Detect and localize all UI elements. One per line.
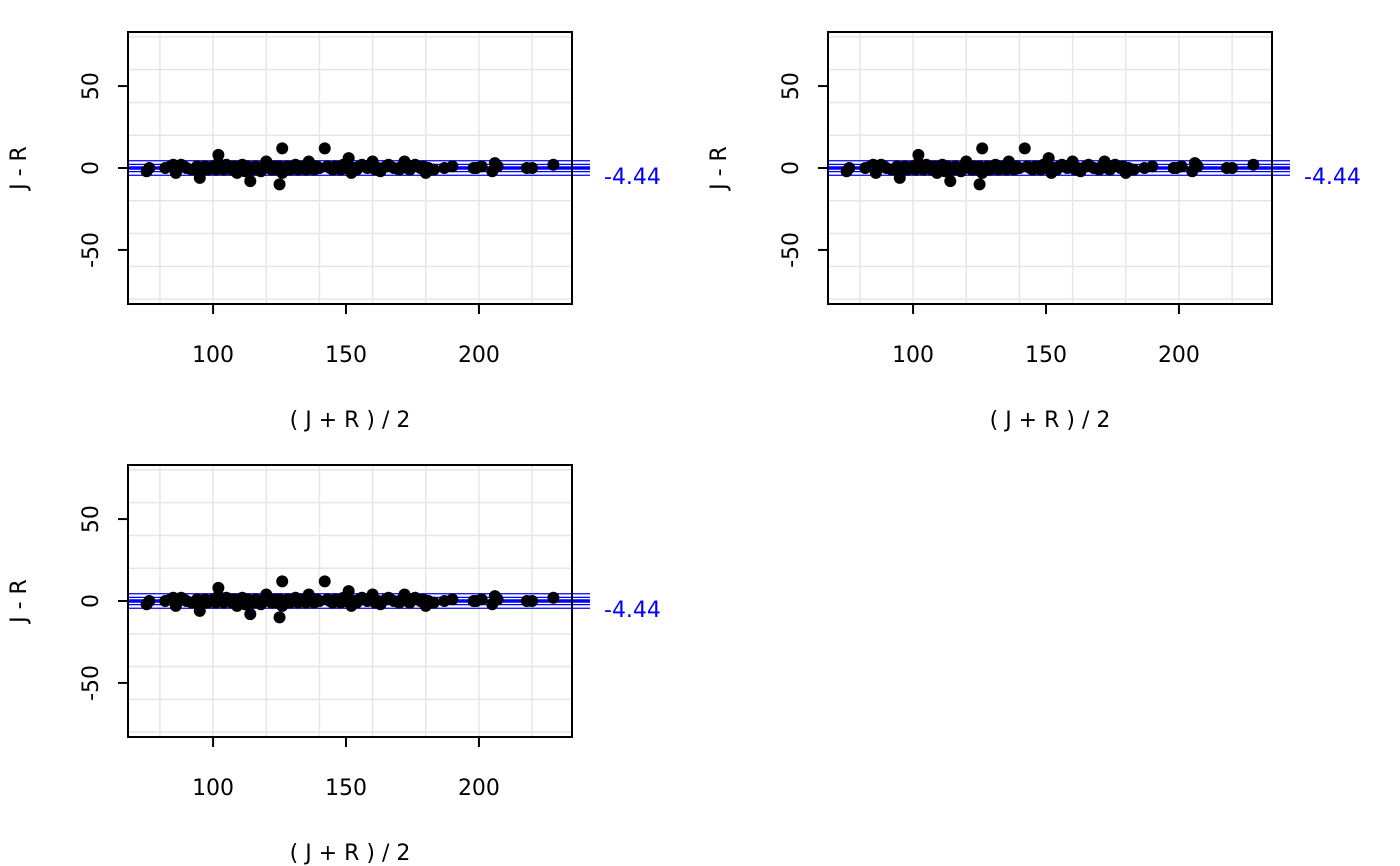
x-tick-label: 100 bbox=[192, 776, 234, 801]
data-points bbox=[840, 142, 1260, 191]
data-point bbox=[475, 593, 488, 606]
y-axis-title: J - R bbox=[7, 146, 32, 192]
data-point bbox=[1042, 152, 1055, 165]
data-point bbox=[244, 608, 257, 621]
data-point bbox=[1226, 162, 1239, 174]
panel-1: 100 150 200 ( J + R ) / 2 -50 0 50 J - R -4.44 bbox=[7, 31, 661, 433]
data-point bbox=[1146, 160, 1159, 173]
data-point bbox=[427, 596, 440, 609]
data-point bbox=[1127, 163, 1140, 176]
data-point bbox=[491, 160, 504, 173]
data-point bbox=[318, 575, 331, 588]
data-point bbox=[244, 175, 257, 188]
y-axis-title: J - R bbox=[7, 579, 32, 625]
x-tick-label: 100 bbox=[892, 343, 934, 368]
x-axis-title: ( J + R ) / 2 bbox=[290, 408, 411, 433]
data-point bbox=[547, 591, 560, 604]
data-point bbox=[273, 178, 286, 191]
x-tick-label: 150 bbox=[1025, 343, 1067, 368]
data-point bbox=[526, 162, 539, 174]
data-point bbox=[843, 162, 856, 174]
limit-annotation: -4.44 bbox=[604, 165, 661, 190]
y-tick-label: 0 bbox=[79, 594, 104, 608]
x-tick-label: 200 bbox=[1158, 343, 1200, 368]
data-point bbox=[1191, 160, 1204, 173]
y-tick-label: 50 bbox=[79, 72, 104, 100]
data-point bbox=[318, 142, 331, 155]
panel-2: 100 150 200 ( J + R ) / 2 -50 0 50 J - R -4.44 bbox=[707, 31, 1361, 433]
x-axis: 100 150 200 ( J + R ) / 2 bbox=[192, 304, 500, 433]
data-point bbox=[446, 160, 459, 173]
y-axis: -50 0 50 J - R bbox=[7, 505, 128, 701]
data-point bbox=[446, 593, 459, 606]
data-point bbox=[1247, 158, 1260, 171]
limit-annotation: -4.44 bbox=[604, 598, 661, 623]
data-point bbox=[1175, 160, 1188, 173]
y-tick-label: 50 bbox=[79, 505, 104, 533]
y-tick-label: -50 bbox=[79, 232, 104, 268]
y-axis-title: J - R bbox=[707, 146, 732, 192]
y-tick-label: 0 bbox=[779, 161, 804, 175]
x-axis: 100 150 200 ( J + R ) / 2 bbox=[892, 304, 1200, 433]
x-tick-label: 200 bbox=[458, 776, 500, 801]
data-point bbox=[276, 575, 289, 588]
y-axis: -50 0 50 J - R bbox=[7, 72, 128, 268]
data-point bbox=[491, 593, 504, 606]
y-tick-label: 0 bbox=[79, 161, 104, 175]
y-tick-label: -50 bbox=[79, 665, 104, 701]
panel-3: 100 150 200 ( J + R ) / 2 -50 0 50 J - R -4.44 bbox=[7, 464, 661, 866]
x-tick-label: 150 bbox=[325, 776, 367, 801]
data-point bbox=[526, 595, 539, 607]
data-point bbox=[976, 142, 989, 155]
data-point bbox=[273, 611, 286, 624]
data-points bbox=[140, 575, 560, 624]
data-point bbox=[547, 158, 560, 171]
x-tick-label: 200 bbox=[458, 343, 500, 368]
data-point bbox=[1018, 142, 1031, 155]
data-point bbox=[143, 162, 156, 174]
data-point bbox=[143, 595, 156, 607]
data-point bbox=[427, 163, 440, 176]
data-point bbox=[276, 142, 289, 155]
data-point bbox=[973, 178, 986, 191]
x-axis: 100 150 200 ( J + R ) / 2 bbox=[192, 737, 500, 866]
data-point bbox=[342, 152, 355, 165]
data-points bbox=[140, 142, 560, 191]
x-tick-label: 150 bbox=[325, 343, 367, 368]
data-point bbox=[342, 585, 355, 598]
limit-annotation: -4.44 bbox=[1304, 165, 1361, 190]
x-tick-label: 100 bbox=[192, 343, 234, 368]
y-tick-label: -50 bbox=[779, 232, 804, 268]
y-tick-label: 50 bbox=[779, 72, 804, 100]
x-axis-title: ( J + R ) / 2 bbox=[990, 408, 1111, 433]
data-point bbox=[944, 175, 957, 188]
grid bbox=[128, 32, 572, 304]
data-point bbox=[475, 160, 488, 173]
y-axis: -50 0 50 J - R bbox=[707, 72, 828, 268]
x-axis-title: ( J + R ) / 2 bbox=[290, 841, 411, 866]
